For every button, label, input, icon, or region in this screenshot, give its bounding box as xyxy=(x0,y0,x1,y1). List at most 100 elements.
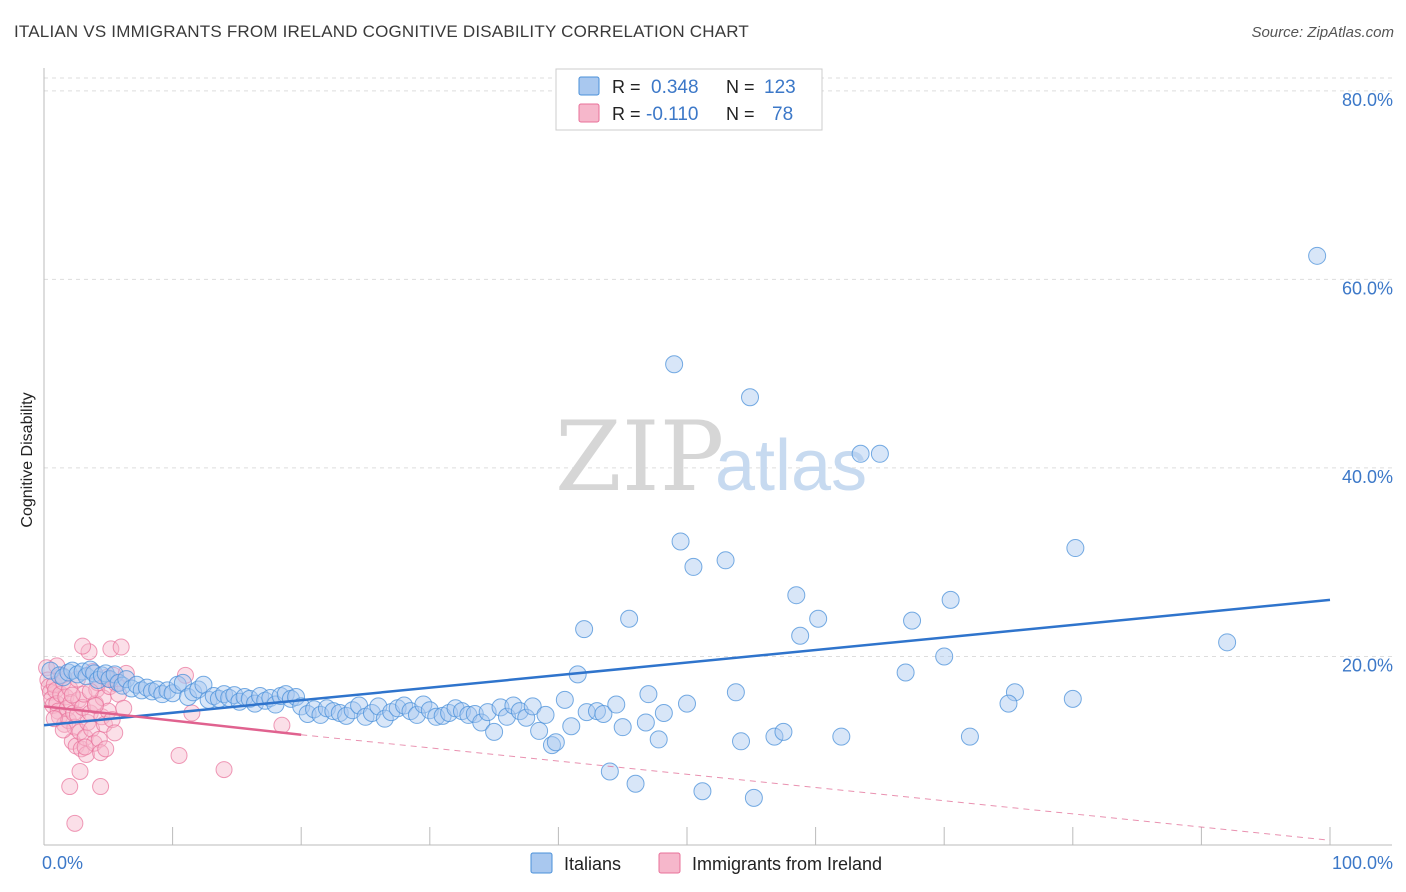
italians-point-87 xyxy=(523,697,542,716)
legend-r-label-2: R = xyxy=(612,104,641,124)
italians-point-123 xyxy=(832,727,851,746)
italians-point-117 xyxy=(744,788,763,807)
italians-point-116 xyxy=(741,388,760,407)
tick-labels: 20.0% 40.0% 60.0% 80.0% 0.0% 100.0% xyxy=(42,90,1393,873)
y-tick-label-60: 60.0% xyxy=(1342,278,1393,298)
italians-point-103 xyxy=(626,774,645,793)
y-tick-label-80: 80.0% xyxy=(1342,90,1393,110)
italians-point-92 xyxy=(555,690,574,709)
y-tick-label-40: 40.0% xyxy=(1342,467,1393,487)
italians-point-95 xyxy=(575,620,594,639)
ireland-point-61 xyxy=(71,762,89,780)
italians-point-91 xyxy=(546,733,565,752)
legend-n-value-1: 123 xyxy=(764,77,796,98)
ireland-point-50 xyxy=(102,640,120,658)
italians-point-30 xyxy=(184,683,203,702)
legend-ireland-label: Immigrants from Ireland xyxy=(692,854,882,874)
italians-point-120 xyxy=(787,586,806,605)
series-legend: Italians Immigrants from Ireland xyxy=(530,852,882,874)
trend-lines xyxy=(43,598,1331,841)
italians-point-113 xyxy=(716,551,735,570)
italians-point-112 xyxy=(693,782,712,801)
ireland-point-73 xyxy=(63,686,81,704)
legend-box xyxy=(555,68,823,131)
italians-point-19 xyxy=(127,675,146,694)
ireland-point-60 xyxy=(66,814,84,832)
italians-point-133 xyxy=(1308,246,1327,265)
italians-point-99 xyxy=(600,762,619,781)
italians-point-41 xyxy=(240,689,259,708)
legend-swatch-pink xyxy=(578,103,600,123)
italians-point-127 xyxy=(903,611,922,630)
italians-point-125 xyxy=(870,444,889,463)
ireland-point-72 xyxy=(54,721,72,739)
italians-point-129 xyxy=(941,590,960,609)
italians-point-124 xyxy=(851,444,870,463)
italians-point-104 xyxy=(636,713,655,732)
italians-point-93 xyxy=(562,717,581,736)
italians-point-101 xyxy=(613,718,632,737)
italians-point-89 xyxy=(536,705,555,724)
series-italians-points xyxy=(41,246,1327,807)
ireland-point-67 xyxy=(183,704,201,722)
chart-title: ITALIAN VS IMMIGRANTS FROM IRELAND COGNI… xyxy=(14,22,749,41)
italians-point-29 xyxy=(179,687,198,706)
y-tick-label-20: 20.0% xyxy=(1342,655,1393,675)
italians-point-102 xyxy=(620,609,639,628)
ireland-point-59 xyxy=(61,778,79,796)
italians-point-130 xyxy=(1005,683,1024,702)
ireland-point-76 xyxy=(86,696,104,714)
italians-point-111 xyxy=(684,557,703,576)
legend-r-value-2: -0.110 xyxy=(646,104,698,125)
italians-point-25 xyxy=(158,681,177,700)
italians-point-128 xyxy=(935,647,954,666)
legend-italians-label: Italians xyxy=(564,854,621,874)
gridlines xyxy=(44,77,1392,657)
italians-point-135 xyxy=(960,727,979,746)
legend-r-label-1: R = xyxy=(612,77,641,97)
italians-point-108 xyxy=(665,355,684,374)
italians-point-106 xyxy=(649,730,668,749)
axes xyxy=(43,68,1392,846)
italians-point-119 xyxy=(774,722,793,741)
italians-point-20 xyxy=(132,681,151,700)
ireland-point-68 xyxy=(176,666,194,684)
italians-point-107 xyxy=(654,704,673,723)
italians-point-88 xyxy=(530,721,549,740)
italians-point-122 xyxy=(809,609,828,628)
italians-point-79 xyxy=(472,713,491,732)
italians-point-126 xyxy=(896,663,915,682)
italians-point-28 xyxy=(173,673,192,692)
italians-point-64 xyxy=(375,709,394,728)
chart-source: Source: ZipAtlas.com xyxy=(1251,24,1394,41)
watermark: ZIP atlas xyxy=(555,401,867,513)
watermark-atlas: atlas xyxy=(715,426,867,506)
italians-point-2 xyxy=(54,668,73,687)
italians-point-115 xyxy=(732,732,751,751)
italians-point-100 xyxy=(607,695,626,714)
italians-point-118 xyxy=(765,727,784,746)
correlation-legend: R = 0.348 N = 123 R = -0.110 N = 78 xyxy=(555,68,823,131)
ireland-point-33 xyxy=(80,643,98,661)
italians-point-121 xyxy=(791,626,810,645)
italians-point-132 xyxy=(1218,633,1237,652)
italians-point-114 xyxy=(726,683,745,702)
ireland-point-63 xyxy=(76,738,94,756)
italians-point-81 xyxy=(485,722,504,741)
x-tick-label-100: 100.0% xyxy=(1332,853,1393,873)
ireland-point-53 xyxy=(106,724,124,742)
italians-point-17 xyxy=(117,670,136,689)
italians-point-52 xyxy=(298,704,317,723)
ireland-point-69 xyxy=(215,761,233,779)
legend-italians-swatch xyxy=(530,852,553,874)
italians-point-23 xyxy=(148,680,167,699)
legend-swatch-blue xyxy=(578,76,600,96)
italians-point-136 xyxy=(1063,689,1082,708)
ireland-point-46 xyxy=(97,740,115,758)
legend-n-value-2: 78 xyxy=(772,104,793,125)
x-tick-label-0: 0.0% xyxy=(42,853,83,873)
ireland-point-56 xyxy=(112,638,130,656)
italians-point-86 xyxy=(517,708,536,727)
italians-point-131 xyxy=(1066,539,1085,558)
